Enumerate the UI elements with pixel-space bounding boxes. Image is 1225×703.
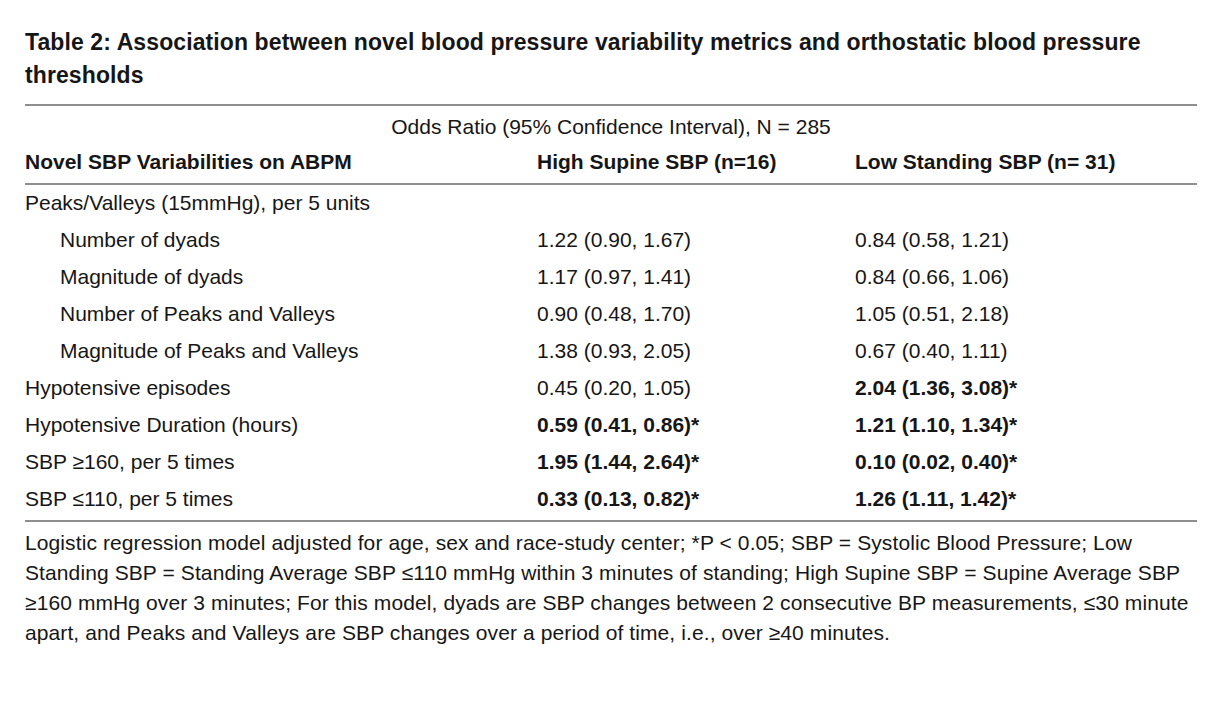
odds-ratio-table: Odds Ratio (95% Confidence Interval), N … bbox=[25, 104, 1197, 517]
high-supine-value: 1.22 (0.90, 1.67) bbox=[537, 221, 855, 258]
table-footnote: Logistic regression model adjusted for a… bbox=[25, 520, 1197, 648]
row-label: Hypotensive Duration (hours) bbox=[25, 406, 537, 443]
column-header-low-standing: Low Standing SBP (n= 31) bbox=[855, 145, 1197, 184]
column-header-high-supine: High Supine SBP (n=16) bbox=[537, 145, 855, 184]
low-standing-value: 1.26 (1.11, 1.42)* bbox=[855, 480, 1197, 517]
high-supine-value: 0.33 (0.13, 0.82)* bbox=[537, 480, 855, 517]
row-label: Hypotensive episodes bbox=[25, 369, 537, 406]
high-supine-value: 0.90 (0.48, 1.70) bbox=[537, 295, 855, 332]
table-row: Hypotensive Duration (hours)0.59 (0.41, … bbox=[25, 406, 1197, 443]
low-standing-value: 0.84 (0.66, 1.06) bbox=[855, 258, 1197, 295]
row-label: SBP ≥160, per 5 times bbox=[25, 443, 537, 480]
low-standing-value bbox=[855, 184, 1197, 221]
high-supine-value: 0.45 (0.20, 1.05) bbox=[537, 369, 855, 406]
row-label: Magnitude of dyads bbox=[25, 258, 537, 295]
table-title: Table 2: Association between novel blood… bbox=[25, 26, 1165, 92]
low-standing-value: 1.21 (1.10, 1.34)* bbox=[855, 406, 1197, 443]
table-row: SBP ≥160, per 5 times1.95 (1.44, 2.64)*0… bbox=[25, 443, 1197, 480]
table-row: Hypotensive episodes0.45 (0.20, 1.05)2.0… bbox=[25, 369, 1197, 406]
table-row: SBP ≤110, per 5 times0.33 (0.13, 0.82)*1… bbox=[25, 480, 1197, 517]
high-supine-value bbox=[537, 184, 855, 221]
table-row: Magnitude of dyads1.17 (0.97, 1.41)0.84 … bbox=[25, 258, 1197, 295]
spanner-row: Odds Ratio (95% Confidence Interval), N … bbox=[25, 105, 1197, 145]
high-supine-value: 0.59 (0.41, 0.86)* bbox=[537, 406, 855, 443]
low-standing-value: 0.10 (0.02, 0.40)* bbox=[855, 443, 1197, 480]
document-page: Table 2: Association between novel blood… bbox=[0, 0, 1225, 648]
high-supine-value: 1.38 (0.93, 2.05) bbox=[537, 332, 855, 369]
row-label: Number of dyads bbox=[25, 221, 537, 258]
table-body: Peaks/Valleys (15mmHg), per 5 unitsNumbe… bbox=[25, 184, 1197, 517]
table-row: Peaks/Valleys (15mmHg), per 5 units bbox=[25, 184, 1197, 221]
low-standing-value: 2.04 (1.36, 3.08)* bbox=[855, 369, 1197, 406]
table-row: Number of dyads1.22 (0.90, 1.67)0.84 (0.… bbox=[25, 221, 1197, 258]
high-supine-value: 1.17 (0.97, 1.41) bbox=[537, 258, 855, 295]
column-header-row: Novel SBP Variabilities on ABPM High Sup… bbox=[25, 145, 1197, 184]
row-label: SBP ≤110, per 5 times bbox=[25, 480, 537, 517]
low-standing-value: 0.67 (0.40, 1.11) bbox=[855, 332, 1197, 369]
row-label: Number of Peaks and Valleys bbox=[25, 295, 537, 332]
high-supine-value: 1.95 (1.44, 2.64)* bbox=[537, 443, 855, 480]
spanner-header: Odds Ratio (95% Confidence Interval), N … bbox=[25, 105, 1197, 145]
row-label: Peaks/Valleys (15mmHg), per 5 units bbox=[25, 184, 537, 221]
column-header-variability: Novel SBP Variabilities on ABPM bbox=[25, 145, 537, 184]
table-row: Number of Peaks and Valleys0.90 (0.48, 1… bbox=[25, 295, 1197, 332]
row-label: Magnitude of Peaks and Valleys bbox=[25, 332, 537, 369]
table-row: Magnitude of Peaks and Valleys1.38 (0.93… bbox=[25, 332, 1197, 369]
low-standing-value: 1.05 (0.51, 2.18) bbox=[855, 295, 1197, 332]
low-standing-value: 0.84 (0.58, 1.21) bbox=[855, 221, 1197, 258]
